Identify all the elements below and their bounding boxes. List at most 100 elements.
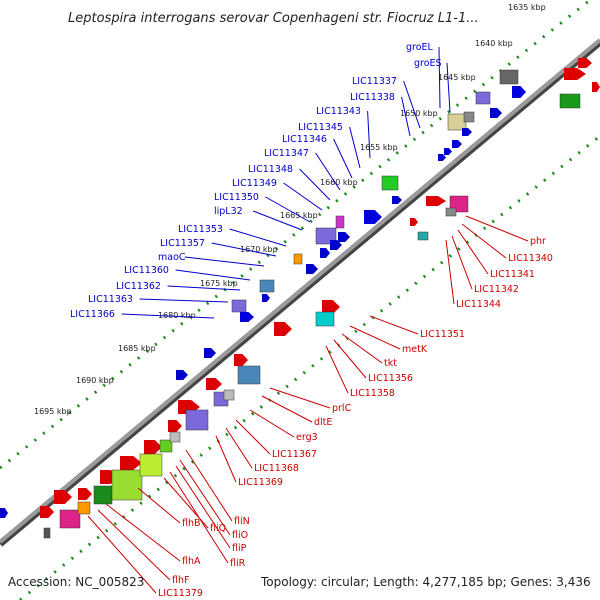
gene-feature-block [559,93,581,109]
gene-feature-arrow [578,58,592,68]
kbp-tick-label: 1675 kbp [200,279,238,288]
gene-feature-arrow [322,300,340,314]
gene-feature-arrow [462,128,472,136]
gene-label-leader [261,395,313,423]
gene-label-bottom: LIC11342 [474,284,519,295]
gene-label-top: LIC11360 [124,265,169,276]
gene-label-bottom: phr [530,236,546,247]
gene-label-top: LIC11353 [178,224,223,235]
gene-feature-block [185,409,209,431]
gene-feature-arrow [452,140,462,148]
gene-feature-block [231,299,247,313]
gene-feature-block [93,485,113,505]
gene-feature-block [475,91,491,105]
gene-feature-block [417,231,429,241]
kbp-tick-label: 1695 kbp [34,407,72,416]
genome-backbone [0,38,600,544]
gene-label-top: LIC11337 [352,76,397,87]
gene-label-leader [349,126,361,169]
gene-label-top: groEL [406,42,434,53]
gene-feature-block [159,439,173,453]
gene-label-leader [185,449,233,522]
outer-dotted-track [0,0,591,470]
gene-feature-arrow [0,508,8,518]
gene-label-leader [349,325,401,350]
gene-label-leader [367,110,371,159]
gene-label-leader [269,387,331,409]
gene-label-leader [87,515,157,594]
gene-label-leader [333,339,367,379]
gene-feature-block [223,389,235,401]
gene-feature-arrow [40,506,54,518]
kbp-tick-label: 1685 kbp [118,344,156,353]
gene-label-bottom: LIC11368 [254,463,299,474]
gene-label-bottom: erg3 [296,432,318,443]
gene-feature-arrow [330,240,342,250]
kbp-tick-label: 1690 kbp [76,376,114,385]
gene-label-top: groES [414,58,442,69]
gene-feature-arrow [120,456,142,470]
gene-label-leader [333,138,353,179]
gene-label-bottom: prlC [332,403,352,414]
gene-label-leader [299,168,331,201]
gene-label-bottom: LIC11341 [490,269,535,280]
summary-text: Topology: circular; Length: 4,277,185 bp… [260,575,591,589]
gene-feature-arrow [176,370,188,380]
gene-label-leader [225,427,253,469]
gene-label-bottom: fliN [234,516,250,527]
gene-label-bottom: metK [402,344,428,355]
gene-label-top: LIC11349 [232,178,277,189]
gene-label-leader [253,210,303,231]
gene-label-bottom: LIC11340 [508,253,553,264]
inner-dotted-track [19,134,600,600]
gene-label-top: LIC11357 [160,238,205,249]
gene-feature-block [237,365,261,385]
gene-feature-arrow [426,196,446,206]
gene-label-top: LIC11347 [264,148,309,159]
gene-label-leader [341,333,383,364]
gene-label-top: LIC11338 [350,92,395,103]
gene-label-bottom: tkt [384,358,397,369]
gene-label-bottom: LIC11369 [238,477,283,488]
kbp-tick-label: 1660 kbp [320,178,358,187]
gene-feature-arrow [444,148,452,155]
gene-feature-arrow [410,218,418,226]
gene-label-leader [215,435,237,483]
gene-label-bottom: fliP [232,543,247,554]
gene-feature-arrow [320,248,330,258]
map-title: Leptospira interrogans serovar Copenhage… [68,11,479,26]
gene-feature-block [59,509,81,529]
gene-label-bottom: LIC11379 [158,588,203,599]
gene-label-top: LIC11363 [88,294,133,305]
gene-label-top: LIC11362 [116,281,161,292]
kbp-tick-label: 1670 kbp [240,245,278,254]
gene-feature-arrow [168,420,182,432]
gene-label-top: lipL32 [214,206,243,217]
gene-label-leader [97,509,171,581]
gene-label-bottom: LIC11358 [350,388,395,399]
gene-feature-arrow [306,264,318,274]
accession-text: Accession: NC_005823 [8,575,144,589]
gene-label-leader [457,229,489,275]
gene-label-leader [139,298,229,303]
gene-label-bottom: fliR [230,558,246,569]
gene-label-leader [403,80,421,129]
gene-label-bottom: fliQ [210,523,226,534]
gene-label-bottom: LIC11344 [456,299,501,310]
gene-label-bottom: flhF [172,575,189,586]
gene-feature-block [335,215,345,229]
gene-feature-arrow [78,488,92,500]
gene-feature-arrow [592,82,600,92]
gene-feature-arrow [364,210,382,224]
gene-label-leader [451,235,473,290]
gene-label-leader [438,46,441,109]
kbp-tick-label: 1640 kbp [475,39,513,48]
gene-feature-arrow [438,154,446,161]
gene-label-top: LIC11350 [214,192,259,203]
gene-feature-arrow [234,354,248,366]
gene-label-leader [465,215,529,242]
gene-label-leader [249,409,295,438]
gene-label-top: LIC11348 [248,164,293,175]
gene-label-bottom: flhB [182,518,201,529]
